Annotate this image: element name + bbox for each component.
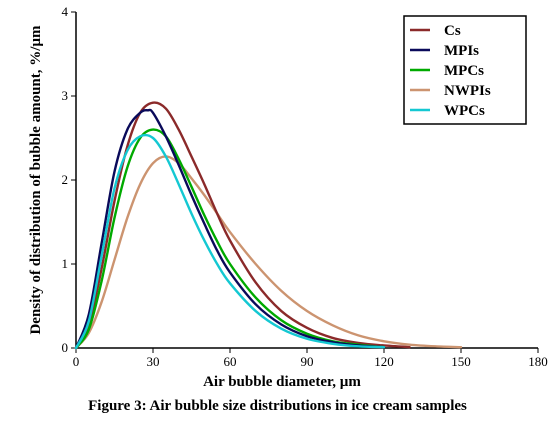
legend-label: WPCs (444, 103, 485, 119)
x-tick-label: 150 (451, 354, 471, 369)
x-tick-label: 30 (147, 354, 160, 369)
series-line-mpis (74, 108, 386, 350)
series-line-mpcs (74, 128, 386, 350)
series-line-nwpis (74, 155, 463, 350)
y-axis-ticks: 0 1 2 3 4 (62, 4, 76, 355)
legend: Cs MPIs MPCs NWPIs WPCs (403, 15, 527, 125)
chart: 0 30 60 90 120 150 180 0 1 2 3 4 Air bubble diamet… (28, 4, 548, 390)
y-axis-title: Density of distribution of bubble amount… (28, 25, 44, 335)
x-axis-title: Air bubble diameter, µm (203, 374, 361, 390)
series-line-wpcs (74, 133, 386, 350)
x-tick-label: 90 (301, 354, 314, 369)
legend-label: NWPIs (444, 83, 491, 99)
y-tick-label: 3 (62, 88, 69, 103)
y-tick-label: 4 (62, 4, 69, 19)
series-lines (74, 101, 463, 350)
series-line-cs (74, 101, 411, 350)
x-axis-ticks: 0 30 60 90 120 150 180 (73, 348, 548, 369)
legend-label: Cs (444, 23, 461, 39)
y-tick-label: 1 (62, 256, 69, 271)
y-tick-label: 2 (62, 172, 69, 187)
legend-label: MPCs (444, 63, 484, 79)
y-tick-label: 0 (62, 340, 69, 355)
x-tick-label: 120 (374, 354, 394, 369)
x-tick-label: 60 (224, 354, 237, 369)
legend-label: MPIs (444, 43, 479, 59)
figure-caption: Figure 3: Air bubble size distributions … (88, 398, 467, 414)
x-tick-label: 0 (73, 354, 80, 369)
x-tick-label: 180 (528, 354, 548, 369)
